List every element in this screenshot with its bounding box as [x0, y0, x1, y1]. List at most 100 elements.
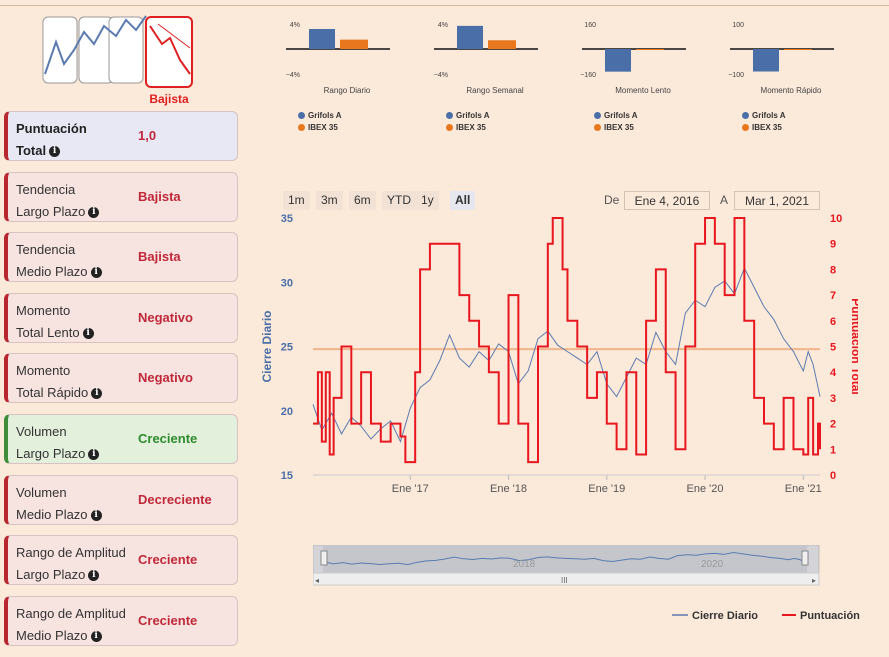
- y-right-tick-label: 5: [830, 342, 836, 354]
- price-score-chart[interactable]: Ene '17 Ene '18 Ene '19 Ene '20 Ene '2115202…: [258, 210, 858, 500]
- info-icon[interactable]: i: [88, 206, 100, 218]
- mini-bar-chart: 4% −4% Rango Semanal Grifols A IBEX 35: [416, 18, 556, 138]
- mini-legend-item[interactable]: Grifols A: [446, 111, 489, 120]
- mini-bar[interactable]: [457, 25, 483, 49]
- y-right-tick-label: 3: [830, 393, 836, 405]
- series-line-score[interactable]: [313, 217, 821, 464]
- metric-label: Momento Total Rápido i: [16, 360, 103, 404]
- mini-bar[interactable]: [784, 49, 812, 50]
- range-button[interactable]: YTD: [382, 191, 416, 210]
- y-right-tick-label: 0: [830, 470, 836, 482]
- legend-item-price[interactable]: Cierre Diario: [692, 610, 758, 622]
- metric-label: Momento Total Lento i: [16, 300, 94, 344]
- navigator-year-label: 2018: [513, 559, 536, 570]
- metric-value: Creciente: [138, 431, 198, 446]
- mini-chart-title: Momento Rápido: [760, 86, 822, 95]
- navigator-scrollbar[interactable]: [313, 572, 820, 586]
- legend-item-score[interactable]: Puntuación: [800, 610, 860, 622]
- mini-chart-title: Rango Semanal: [466, 86, 524, 95]
- mini-axis-min: −100: [728, 72, 744, 79]
- y-right-axis-title: Puntuación Total: [849, 298, 858, 394]
- navigator-left-handle[interactable]: [320, 550, 328, 566]
- info-icon[interactable]: i: [90, 509, 102, 521]
- metric-card: Momento Total Lento i Negativo: [4, 292, 238, 344]
- mini-axis-min: −4%: [434, 72, 448, 79]
- range-button[interactable]: 3m: [316, 191, 343, 210]
- mini-bar-chart: 4% −4% Rango Diario Grifols A IBEX 35: [268, 18, 408, 138]
- mini-axis-min: −4%: [286, 72, 300, 79]
- y-left-tick-label: 15: [281, 470, 293, 482]
- metric-card: Rango de Amplitud Medio Plazo i Creciente: [4, 595, 238, 646]
- metric-value: Bajista: [138, 249, 181, 265]
- metric-label: Rango de Amplitud Largo Plazo i: [16, 545, 126, 583]
- mini-legend-item[interactable]: IBEX 35: [446, 123, 486, 132]
- y-left-tick-label: 20: [281, 406, 293, 418]
- metric-card: Momento Total Rápido i Negativo: [4, 353, 238, 404]
- navigator-grip-icon[interactable]: III: [561, 576, 568, 585]
- metric-value: Creciente: [138, 612, 198, 628]
- metric-card: Rango de Amplitud Largo Plazo i Creciente: [4, 535, 238, 586]
- metric-label: Tendencia Largo Plazo i: [16, 179, 100, 223]
- to-label: A: [720, 193, 729, 207]
- y-right-tick-label: 4: [830, 367, 837, 379]
- main-legend: Cierre Diario Puntuación: [672, 610, 860, 622]
- mini-bar[interactable]: [488, 40, 516, 49]
- metric-value: 1,0: [138, 128, 157, 143]
- info-icon[interactable]: i: [88, 570, 100, 582]
- metric-value: Negativo: [138, 370, 193, 386]
- metric-value: Decreciente: [138, 491, 212, 507]
- from-label: De: [604, 193, 620, 207]
- range-button[interactable]: 6m: [349, 191, 376, 210]
- trend-icon: [42, 15, 193, 88]
- y-left-tick-label: 35: [281, 213, 293, 225]
- mini-bar-chart: 100 −100 Momento Rápido Grifols A IBEX 35: [712, 18, 852, 138]
- y-left-tick-label: 25: [281, 342, 293, 354]
- mini-axis-max: 100: [732, 22, 744, 29]
- y-right-tick-label: 9: [830, 239, 836, 251]
- mini-bar[interactable]: [636, 49, 664, 50]
- info-icon[interactable]: i: [88, 449, 100, 461]
- info-icon[interactable]: i: [82, 327, 94, 339]
- y-right-tick-label: 10: [830, 213, 842, 225]
- info-icon[interactable]: i: [90, 630, 102, 642]
- mini-legend-item[interactable]: IBEX 35: [594, 123, 634, 132]
- mini-chart-plot: 4% −4%: [286, 22, 390, 79]
- metric-value: Negativo: [138, 309, 193, 325]
- range-button[interactable]: 1y: [416, 191, 439, 210]
- mini-bar[interactable]: [340, 39, 368, 49]
- navigator-right-handle[interactable]: [801, 550, 809, 566]
- x-tick-label: Ene '18: [490, 483, 527, 495]
- to-date-input[interactable]: Mar 1, 2021: [734, 191, 820, 210]
- mini-legend-item[interactable]: Grifols A: [742, 111, 785, 120]
- mini-legend-item[interactable]: IBEX 35: [298, 123, 338, 132]
- mini-bar[interactable]: [605, 49, 631, 72]
- x-tick-label: Ene '17: [392, 483, 429, 495]
- mini-legend-item[interactable]: Grifols A: [594, 111, 637, 120]
- navigator[interactable]: ◂ ▸ III 2018 2020: [313, 545, 821, 587]
- range-button[interactable]: All: [450, 191, 476, 210]
- mini-legend-item[interactable]: Grifols A: [298, 111, 341, 120]
- y-right-tick-label: 6: [830, 316, 836, 328]
- range-button[interactable]: 1m: [283, 191, 310, 210]
- navigator-year-label: 2020: [701, 559, 724, 570]
- info-icon[interactable]: i: [49, 146, 61, 158]
- info-icon[interactable]: i: [91, 388, 103, 400]
- svg-text:◂: ◂: [315, 576, 319, 585]
- mini-chart-title: Momento Lento: [615, 86, 671, 95]
- mini-bar[interactable]: [309, 29, 335, 49]
- metric-card: Tendencia Largo Plazo i Bajista: [4, 171, 238, 223]
- info-icon[interactable]: i: [90, 267, 102, 279]
- mini-legend-item[interactable]: IBEX 35: [742, 123, 782, 132]
- from-date-input[interactable]: Ene 4, 2016: [624, 191, 710, 210]
- y-right-tick-label: 1: [830, 444, 836, 456]
- series-line-price[interactable]: [312, 266, 821, 443]
- mini-bar[interactable]: [753, 49, 779, 72]
- metric-card: Puntuación Total i 1,0: [4, 111, 238, 161]
- metric-label: Volumen Medio Plazo i: [16, 482, 102, 526]
- metric-value: Bajista: [138, 188, 181, 204]
- x-tick-label: Ene '20: [687, 483, 724, 495]
- metric-card: Volumen Largo Plazo i Creciente: [4, 414, 238, 464]
- x-tick-label: Ene '19: [588, 483, 625, 495]
- svg-text:▸: ▸: [812, 576, 816, 585]
- top-divider: [0, 5, 889, 6]
